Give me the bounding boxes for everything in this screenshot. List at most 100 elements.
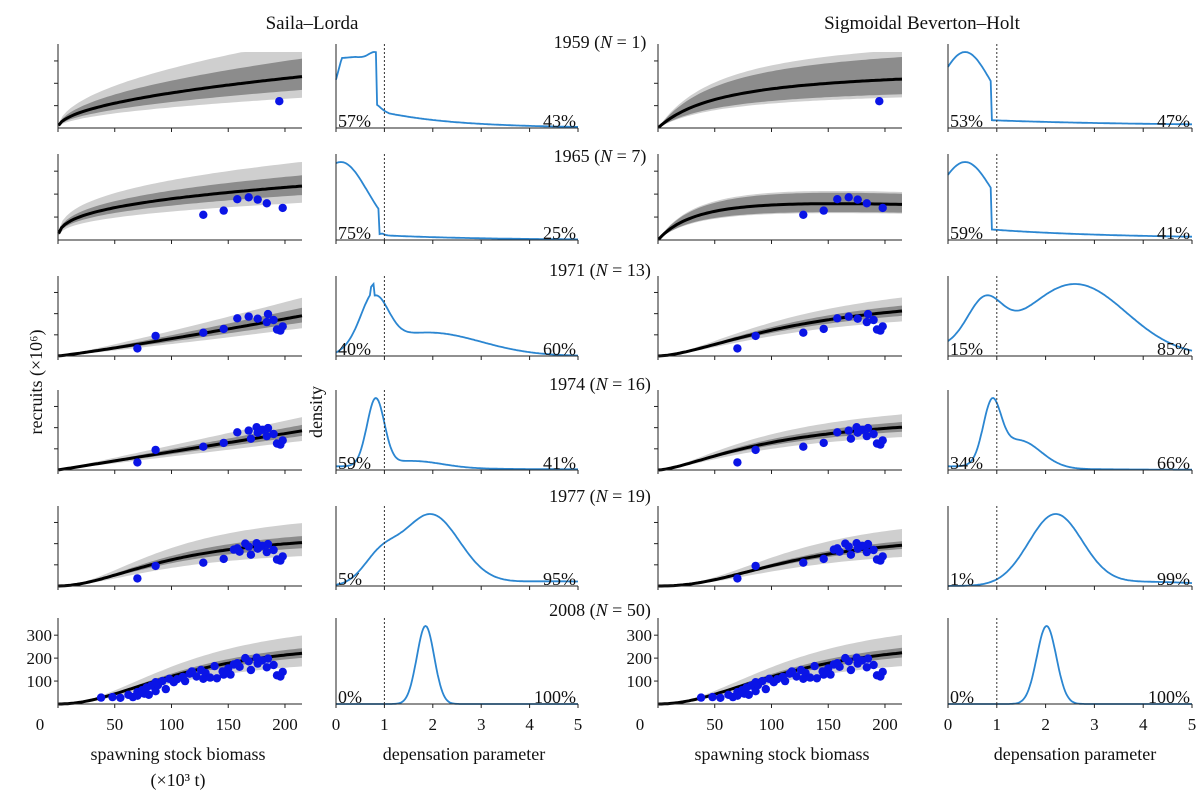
- bhD-panel-2008: 0% 100% 0 1 2 3 4 5: [944, 618, 1196, 734]
- bhSR-point-1971-6: [799, 328, 808, 337]
- slSR-panel-1971: [54, 276, 303, 360]
- xlabel-ssb-left: spawning stock biomass: [91, 744, 266, 764]
- slD-density-curve-1974: [336, 396, 578, 471]
- bhD-panel-1977: 1% 99%: [947, 506, 1193, 590]
- bhD-pct-left-1965: 59%: [950, 223, 983, 243]
- slD-xtick-label-4: 4: [525, 715, 534, 734]
- slSR-point-2008-2: [116, 693, 125, 702]
- bhSR-point-1959-0: [875, 97, 884, 106]
- xlabel-ssb-right: spawning stock biomass: [695, 744, 870, 764]
- slD-pct-right-1977: 95%: [543, 569, 576, 589]
- row-title-1974: 1974 (N = 16): [549, 374, 651, 395]
- slSR-point-1959-0: [275, 97, 284, 106]
- slSR-point-1974-10: [219, 438, 228, 448]
- slD-panel-1974: 59% 41%: [335, 390, 579, 474]
- bhSR-point-1974-8: [751, 445, 760, 455]
- bhD-xtick-label-2: 2: [1041, 715, 1050, 734]
- slSR-point-2008-46: [244, 657, 253, 666]
- slSR-point-2008-42: [151, 678, 160, 687]
- slSR-point-1974-3: [263, 423, 273, 433]
- panel-grid: 1959 (N = 1) 57% 43% 53% 47% 1965 (N = 7) 75% 2…: [27, 32, 1197, 734]
- bhSR-point-1965-2: [833, 195, 842, 204]
- slSR-point-1974-0: [246, 434, 256, 443]
- slD-xtick-label-3: 3: [477, 715, 486, 734]
- slSR-point-1974-13: [253, 428, 262, 437]
- bhSR-point-1974-0: [846, 434, 856, 443]
- bhSR-point-1974-15: [878, 436, 887, 445]
- slSR-point-1977-7: [269, 545, 278, 555]
- bhSR-ytick-label-100: 100: [627, 672, 653, 691]
- bhD-xtick-label-1: 1: [993, 715, 1002, 734]
- slSR-point-1977-3: [246, 550, 256, 559]
- slSR-point-2008-14: [161, 684, 170, 694]
- bhSR-point-2008-26: [810, 661, 819, 671]
- bhSR-point-2008-13: [758, 676, 767, 686]
- row-title-1977: 1977 (N = 19): [549, 486, 651, 507]
- slSR-point-2008-38: [269, 660, 278, 670]
- slSR-point-1965-6: [278, 203, 287, 213]
- slSR-point-1971-10: [253, 314, 262, 323]
- slSR-point-1965-0: [199, 210, 208, 219]
- bhSR-point-2008-45: [833, 659, 842, 668]
- slD-panel-1971: 40% 60%: [335, 276, 579, 360]
- slSR-point-2008-22: [192, 672, 201, 681]
- slSR-point-1965-1: [219, 206, 228, 215]
- bhSR-point-2008-41: [733, 691, 742, 700]
- row-title-1965: 1965 (N = 7): [554, 146, 647, 167]
- bhSR-point-2008-2: [716, 693, 725, 702]
- slSR-point-2008-26: [210, 661, 219, 671]
- bhSR-outer-band-2008: [658, 634, 902, 704]
- slSR-point-2008-44: [219, 670, 228, 679]
- row-title-1959: 1959 (N = 1): [554, 32, 647, 53]
- bhSR-point-1965-3: [844, 193, 853, 202]
- bhSR-point-2008-34: [846, 665, 856, 675]
- slD-xtick-label-0: 0: [332, 715, 341, 734]
- bhD-xtick-label-0: 0: [944, 715, 953, 734]
- slD-density-curve-1971: [335, 281, 579, 357]
- slSR-point-1965-5: [262, 199, 271, 208]
- bhSR-point-2008-42: [751, 678, 760, 687]
- bhSR-point-2008-49: [878, 667, 887, 677]
- bhSR-xtick-label-200: 200: [872, 715, 898, 734]
- slD-panel-1965: 75% 25%: [335, 154, 579, 244]
- slD-density-curve-1959: [335, 51, 578, 128]
- bhSR-point-1971-0: [863, 309, 873, 319]
- bhD-pct-right-1971: 85%: [1157, 339, 1190, 359]
- slSR-fit-line-1971: [58, 314, 303, 358]
- slSR-point-1974-8: [151, 445, 160, 455]
- slD-density-curve-1977: [335, 513, 578, 586]
- bhD-pct-right-1959: 47%: [1157, 111, 1190, 131]
- bhSR-point-1971-7: [819, 324, 828, 334]
- slD-xtick-label-5: 5: [574, 715, 583, 734]
- bhD-xtick-label-3: 3: [1090, 715, 1099, 734]
- bhSR-panel-1965: [654, 154, 902, 244]
- slSR-outer-band-1974: [58, 417, 302, 470]
- slSR-point-2008-45: [233, 659, 242, 668]
- bhSR-point-2008-19: [780, 676, 790, 686]
- slSR-point-1977-15: [244, 542, 253, 551]
- slSR-point-1965-3: [244, 193, 253, 202]
- slD-pct-left-1971: 40%: [338, 339, 371, 359]
- column-title-saila-lorda: Saila–Lorda: [266, 13, 359, 34]
- ylabel-recruits: recruits (×10⁶): [26, 330, 47, 435]
- slSR-point-2008-13: [158, 676, 167, 686]
- bhSR-point-1965-4: [853, 195, 862, 204]
- slSR-xtick-label-0: 0: [36, 715, 45, 734]
- bhSR-point-1971-8: [833, 314, 842, 323]
- bhSR-point-1971-1: [869, 315, 878, 325]
- bhD-panel-1965: 59% 41%: [947, 154, 1193, 244]
- slSR-panel-2008: 100 200 300 0 50 100 150 200: [27, 618, 303, 734]
- bhSR-fit-line-1965: [657, 202, 902, 241]
- slD-pct-left-1974: 59%: [338, 453, 371, 473]
- slSR-point-1977-13: [219, 554, 228, 564]
- bhSR-point-1974-11: [833, 428, 842, 437]
- slSR-point-2008-41: [133, 691, 142, 700]
- bhSR-panel-1959: [654, 44, 903, 132]
- bhSR-point-1974-13: [853, 428, 862, 437]
- slD-pct-left-1959: 57%: [338, 111, 371, 131]
- slSR-point-1974-15: [278, 436, 287, 445]
- bhD-density-curve-1959: [947, 51, 1192, 126]
- bhSR-point-2008-22: [792, 672, 801, 681]
- bhSR-point-1974-4: [869, 429, 878, 439]
- bhSR-panel-1971: [654, 276, 903, 360]
